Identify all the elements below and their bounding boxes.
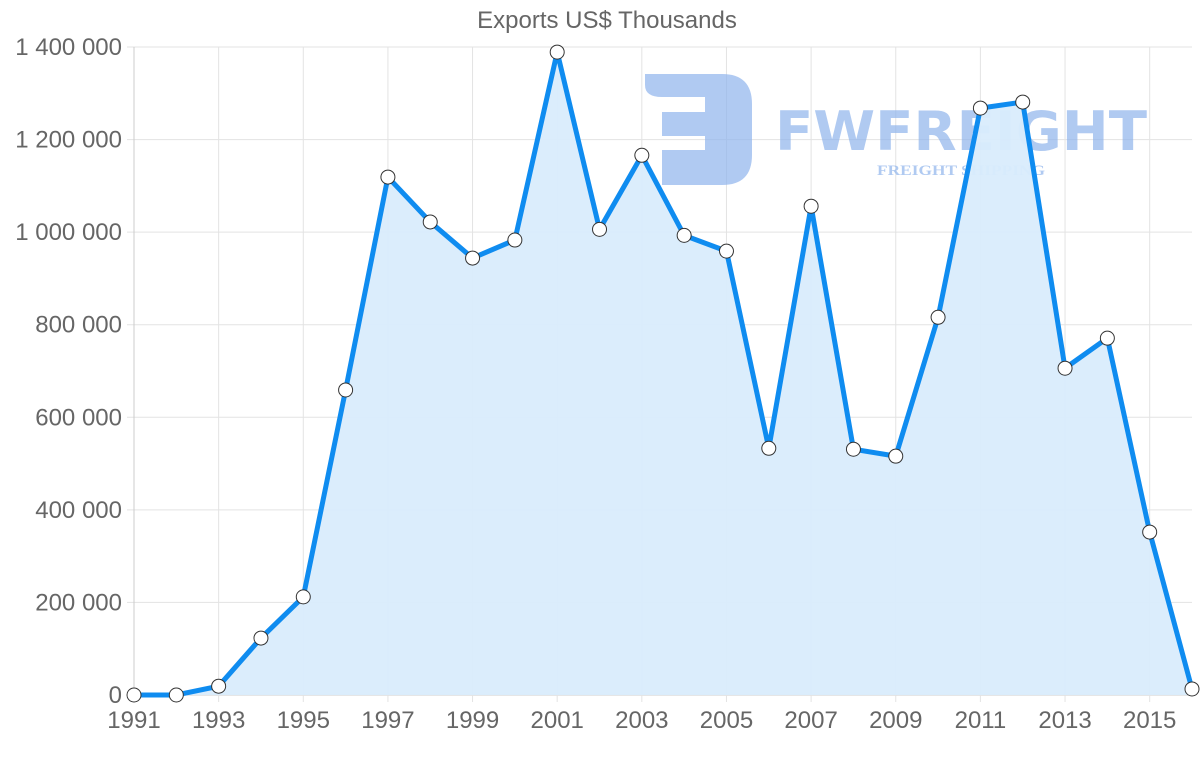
x-tick-label: 1997 (361, 707, 414, 734)
data-point-2010[interactable] (930, 309, 946, 325)
data-point-2013[interactable] (1057, 360, 1073, 376)
y-tick-label: 800 000 (35, 312, 122, 339)
data-point-1998[interactable] (422, 214, 438, 230)
x-tick-label: 2003 (615, 707, 668, 734)
x-tick-label: 1999 (446, 707, 499, 734)
data-point-2015[interactable] (1142, 524, 1158, 540)
y-axis-labels: 0 200 000 400 000 600 000 800 000 1 000 000 1 … (15, 34, 122, 709)
data-point-2001[interactable] (549, 44, 565, 60)
data-point-1994[interactable] (253, 630, 269, 646)
data-point-2008[interactable] (845, 441, 861, 457)
x-tick-label: 1991 (107, 707, 160, 734)
data-point-1996[interactable] (338, 382, 354, 398)
x-tick-label: 2001 (531, 707, 584, 734)
x-tick-label: 2009 (869, 707, 922, 734)
x-tick-label: 1995 (277, 707, 330, 734)
data-point-1999[interactable] (465, 250, 481, 266)
y-tick-label: 600 000 (35, 404, 122, 431)
x-tick-label: 2005 (700, 707, 753, 734)
data-points[interactable] (126, 44, 1200, 703)
chart-title: Exports US$ Thousands (477, 7, 737, 34)
data-point-2002[interactable] (592, 221, 608, 237)
y-tick-label: 1 400 000 (15, 34, 122, 61)
x-tick-label: 2015 (1123, 707, 1176, 734)
y-tick-label: 0 (109, 682, 122, 709)
y-tick-label: 1 000 000 (15, 219, 122, 246)
y-tick-label: 400 000 (35, 497, 122, 524)
data-point-2011[interactable] (972, 100, 988, 116)
y-tick-label: 200 000 (35, 589, 122, 616)
x-tick-label: 2013 (1038, 707, 1091, 734)
data-point-2003[interactable] (634, 147, 650, 163)
data-point-2007[interactable] (803, 198, 819, 214)
area-fill (134, 52, 1192, 695)
data-point-1995[interactable] (295, 589, 311, 605)
watermark-logo: FWFREIGHT FREIGHT SHIPPING (645, 74, 1147, 185)
x-axis-labels: 1991 1993 1995 1997 1999 2001 2003 2005 2007 2009… (107, 707, 1176, 734)
data-point-2006[interactable] (761, 440, 777, 456)
data-point-1997[interactable] (380, 169, 396, 185)
y-tick-label: 1 200 000 (15, 127, 122, 154)
x-tick-label: 2007 (784, 707, 837, 734)
data-point-2012[interactable] (1015, 94, 1031, 110)
logo-icon (645, 74, 752, 185)
data-point-2005[interactable] (718, 243, 734, 259)
data-point-1993[interactable] (211, 678, 227, 694)
data-point-2000[interactable] (507, 232, 523, 248)
area-path (134, 52, 1192, 695)
watermark-brand: FWFREIGHT (775, 100, 1147, 163)
data-point-2009[interactable] (888, 448, 904, 464)
data-point-2014[interactable] (1099, 330, 1115, 346)
x-tick-label: 2011 (955, 707, 1007, 734)
x-tick-label: 1993 (192, 707, 245, 734)
data-point-2016[interactable] (1184, 681, 1200, 697)
data-point-1992[interactable] (168, 687, 184, 703)
data-point-1991[interactable] (126, 687, 142, 703)
data-point-2004[interactable] (676, 227, 692, 243)
